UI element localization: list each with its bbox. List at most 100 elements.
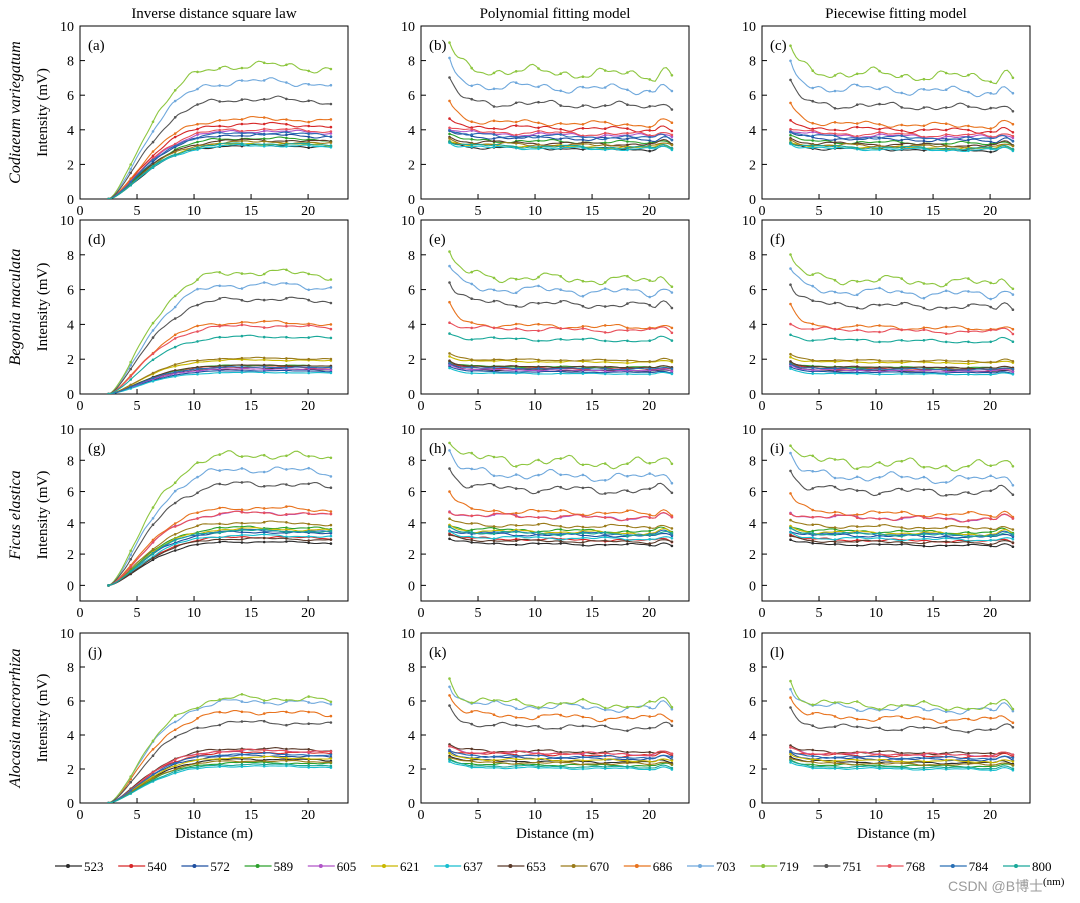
series-marker-719 — [151, 321, 155, 325]
series-marker-703 — [448, 685, 451, 689]
series-marker-703 — [285, 282, 288, 285]
y-tick-label: 4 — [67, 729, 74, 744]
y-tick-label: 0 — [408, 193, 415, 208]
series-marker-800 — [262, 528, 266, 531]
series-line-686 — [790, 303, 1014, 331]
series-marker-572 — [559, 137, 562, 141]
series-marker-784 — [989, 137, 992, 140]
x-tick-label: 15 — [926, 808, 940, 823]
series-marker-719 — [329, 456, 333, 460]
series-marker-540 — [922, 128, 926, 131]
series-marker-768 — [559, 327, 562, 330]
y-tick-label: 2 — [67, 548, 74, 563]
series-marker-653 — [944, 366, 948, 369]
series-marker-751 — [1011, 110, 1015, 113]
series-marker-523 — [240, 541, 244, 544]
series-marker-719 — [989, 281, 992, 285]
series-marker-589 — [470, 762, 474, 766]
series-marker-653 — [900, 142, 903, 146]
series-marker-523 — [1011, 545, 1015, 548]
series-marker-637 — [648, 372, 651, 376]
series-marker-670 — [811, 523, 814, 526]
y-tick-label: 6 — [67, 695, 74, 710]
series-marker-751 — [967, 491, 970, 494]
x-tick-label: 5 — [475, 808, 482, 823]
series-marker-719 — [262, 699, 266, 702]
series-marker-784 — [878, 755, 881, 758]
series-marker-800 — [151, 552, 155, 555]
series-group — [107, 60, 333, 199]
series-marker-800 — [833, 337, 837, 340]
series-marker-800 — [855, 146, 859, 150]
series-marker-686 — [626, 123, 629, 126]
series-marker-719 — [448, 677, 451, 680]
series-marker-540 — [151, 154, 155, 158]
series-marker-800 — [626, 534, 629, 538]
series-marker-686 — [329, 714, 333, 718]
series-marker-784 — [151, 376, 155, 380]
series-marker-686 — [329, 510, 333, 513]
series-marker-800 — [470, 143, 474, 147]
series-marker-637 — [833, 372, 837, 375]
series-marker-523 — [329, 542, 333, 545]
series-marker-637 — [151, 379, 155, 383]
series-marker-800 — [900, 535, 903, 538]
series-marker-653 — [218, 139, 221, 143]
series-marker-637 — [448, 530, 451, 533]
series-marker-719 — [329, 67, 333, 71]
series-marker-670 — [448, 517, 451, 520]
series-marker-751 — [855, 725, 859, 729]
x-tick-label: 15 — [585, 606, 599, 621]
series-marker-686 — [833, 510, 837, 514]
series-marker-719 — [581, 279, 585, 283]
series-marker-800 — [648, 145, 651, 148]
series-marker-768 — [173, 525, 177, 528]
x-tick-label: 20 — [301, 204, 315, 219]
series-marker-670 — [448, 756, 451, 759]
series-marker-540 — [833, 128, 837, 132]
series-marker-719 — [989, 464, 992, 468]
series-marker-719 — [262, 61, 266, 65]
series-marker-653 — [470, 747, 474, 751]
series-marker-784 — [240, 132, 244, 135]
series-marker-686 — [470, 120, 474, 123]
series-group — [448, 441, 674, 548]
series-marker-768 — [855, 328, 859, 332]
x-tick-label: 0 — [759, 606, 766, 621]
series-marker-768 — [470, 326, 474, 330]
series-marker-800 — [670, 532, 674, 535]
series-marker-572 — [240, 531, 244, 534]
series-marker-751 — [789, 469, 792, 473]
series-marker-670 — [626, 359, 629, 362]
series-marker-751 — [581, 486, 585, 490]
series-marker-768 — [151, 352, 155, 356]
series-marker-572 — [240, 134, 244, 138]
legend-marker-653 — [508, 864, 513, 868]
series-marker-653 — [900, 540, 903, 544]
series-marker-686 — [603, 324, 607, 327]
series-marker-621 — [559, 759, 562, 762]
series-marker-540 — [670, 129, 674, 133]
series-marker-784 — [285, 366, 288, 370]
y-tick-label: 6 — [749, 89, 756, 104]
y-tick-label: 0 — [67, 193, 74, 208]
series-marker-751 — [833, 107, 837, 110]
series-marker-637 — [240, 765, 244, 768]
series-marker-686 — [603, 120, 607, 124]
series-marker-523 — [878, 543, 881, 546]
series-marker-670 — [603, 143, 607, 147]
y-tick-label: 2 — [749, 158, 756, 173]
series-marker-719 — [196, 706, 199, 710]
series-marker-719 — [626, 462, 629, 466]
series-marker-719 — [922, 700, 926, 703]
series-marker-670 — [307, 357, 311, 361]
series-line-686 — [790, 697, 1014, 724]
series-marker-703 — [240, 467, 244, 470]
series-marker-670 — [878, 524, 881, 527]
series-marker-719 — [603, 706, 607, 710]
series-marker-768 — [285, 513, 288, 516]
series-line-686 — [449, 301, 673, 330]
series-marker-637 — [1011, 373, 1015, 376]
series-marker-686 — [151, 748, 155, 751]
